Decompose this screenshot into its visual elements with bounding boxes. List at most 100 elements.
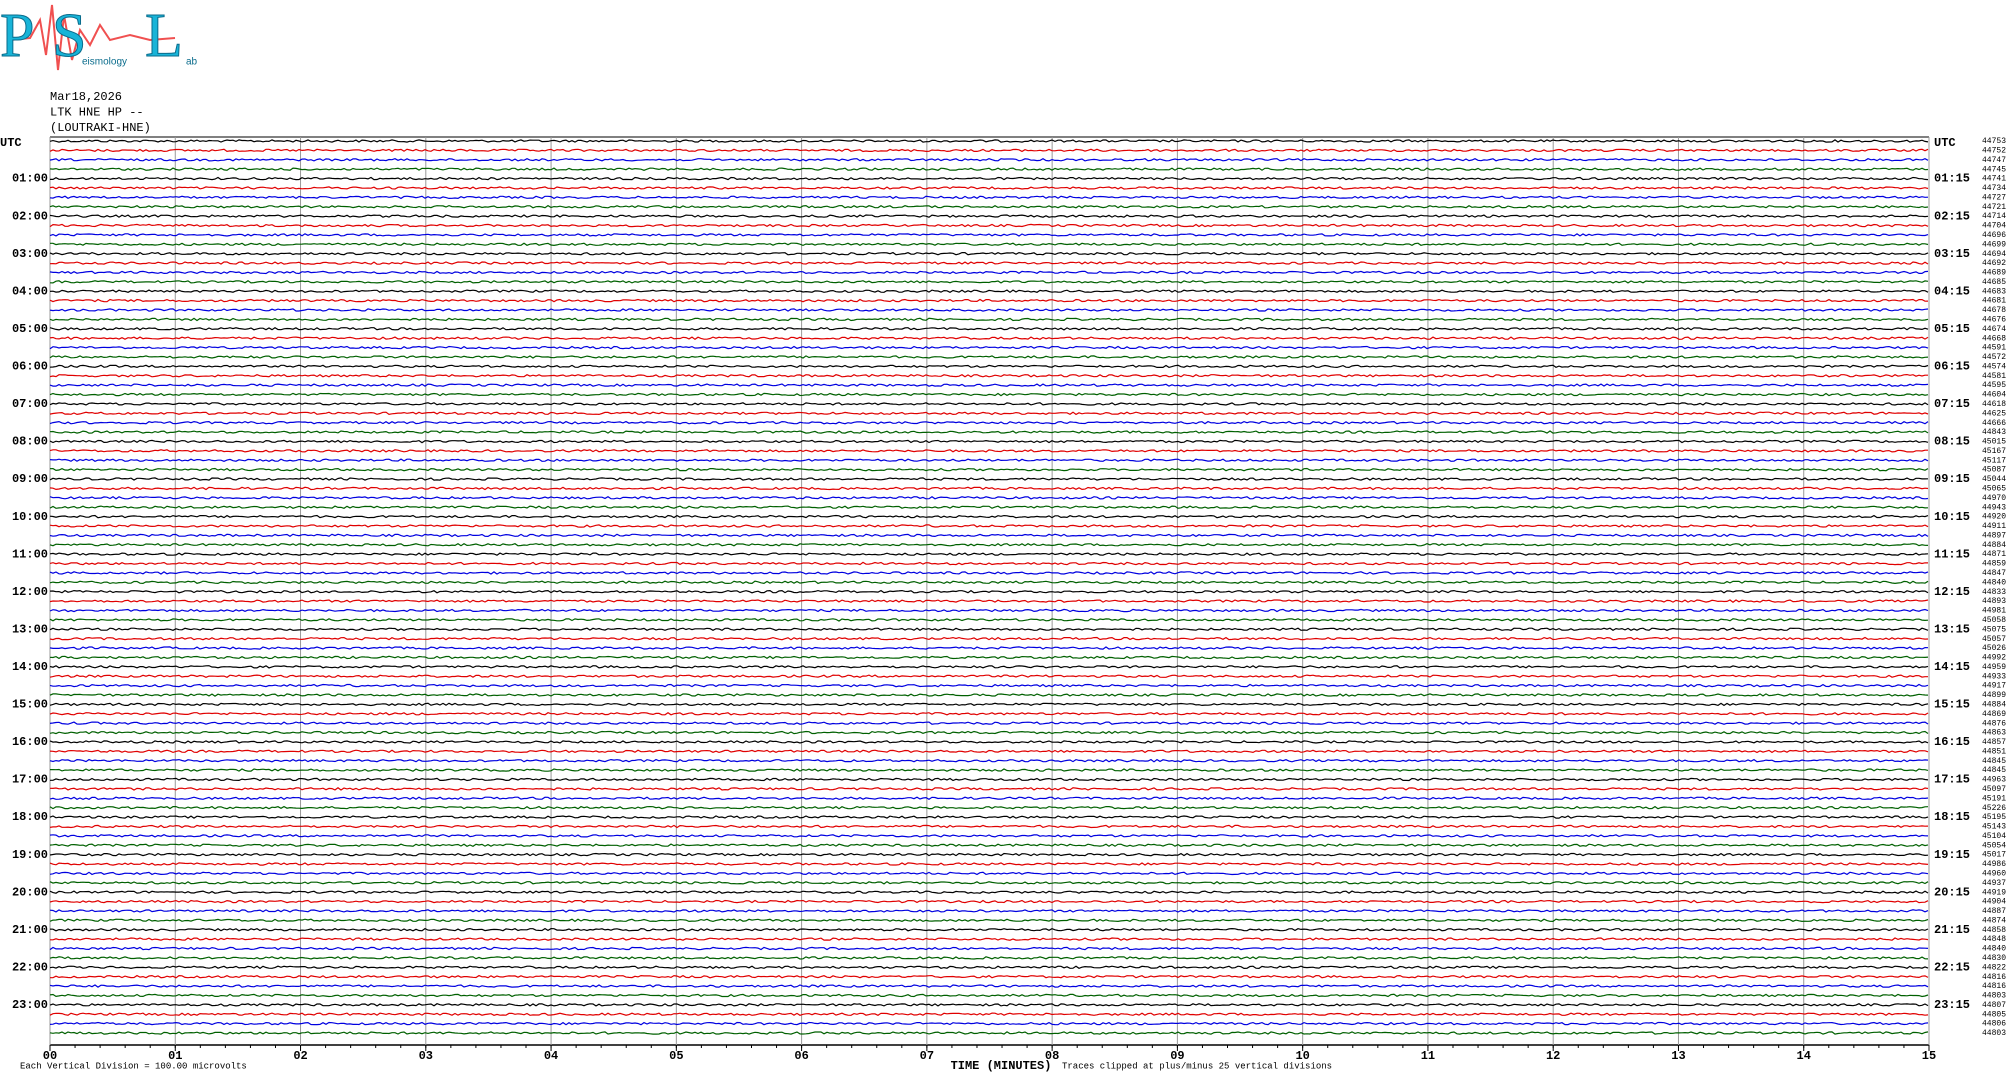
left-time-label: 16:00 <box>12 735 48 749</box>
x-tick-label: 04 <box>544 1049 558 1063</box>
x-tick-label: 02 <box>293 1049 307 1063</box>
trace <box>49 571 1929 575</box>
right-time-label: 14:15 <box>1934 660 1970 674</box>
left-time-label: 18:00 <box>12 810 48 824</box>
logo-letter: L <box>145 2 183 70</box>
trace-offset: 44696 <box>1982 231 2006 240</box>
trace <box>49 139 1929 143</box>
trace <box>50 176 1929 181</box>
trace-offset: 44721 <box>1982 203 2006 212</box>
trace-offset: 44887 <box>1982 907 2006 916</box>
right-time-label: 03:15 <box>1934 247 1970 261</box>
trace <box>49 411 1929 416</box>
trace-offset: 44847 <box>1982 569 2006 578</box>
trace <box>49 233 1929 237</box>
trace-offset: 44681 <box>1982 297 2006 306</box>
trace-offset: 44871 <box>1982 550 2006 559</box>
trace <box>49 251 1929 256</box>
header-line: LTK HNE HP -- <box>50 106 144 120</box>
trace <box>49 693 1929 697</box>
right-time-label: 02:15 <box>1934 209 1970 223</box>
trace-offset: 44874 <box>1982 916 2006 925</box>
trace <box>49 711 1929 716</box>
trace-offset: 44747 <box>1982 156 2006 165</box>
trace-offset: 45167 <box>1982 447 2006 456</box>
header-line: (LOUTRAKI-HNE) <box>50 121 151 135</box>
trace <box>49 627 1929 632</box>
trace-offset: 45087 <box>1982 466 2006 475</box>
trace <box>49 787 1929 791</box>
trace-offset: 44857 <box>1982 738 2006 747</box>
trace <box>49 946 1929 951</box>
trace-offset: 45117 <box>1982 456 2006 465</box>
trace-offset: 45015 <box>1982 438 2006 447</box>
trace-offset: 45058 <box>1982 616 2006 625</box>
trace-offset: 45097 <box>1982 785 2006 794</box>
trace <box>49 862 1929 866</box>
trace-offset: 44734 <box>1982 184 2006 193</box>
right-time-label: UTC <box>1934 136 1956 150</box>
trace <box>49 186 1929 190</box>
right-time-label: 18:15 <box>1934 810 1970 824</box>
right-time-label: 17:15 <box>1934 773 1970 787</box>
trace <box>49 899 1929 904</box>
trace-offset: 44727 <box>1982 193 2006 202</box>
trace-offset: 44806 <box>1982 1020 2006 1029</box>
trace <box>49 749 1929 754</box>
right-time-label: 23:15 <box>1934 998 1970 1012</box>
x-tick-label: 05 <box>669 1049 683 1063</box>
left-time-label: 01:00 <box>12 172 48 186</box>
trace <box>49 824 1929 829</box>
trace <box>49 993 1929 998</box>
trace <box>49 890 1929 894</box>
trace-offset: 44937 <box>1982 879 2006 888</box>
trace-offset: 44745 <box>1982 165 2006 174</box>
left-time-label: 23:00 <box>12 998 48 1012</box>
trace <box>49 580 1929 585</box>
trace-offset: 45075 <box>1982 625 2006 634</box>
right-time-label: 01:15 <box>1934 172 1970 186</box>
trace-offset: 44981 <box>1982 607 2006 616</box>
trace-offset: 44963 <box>1982 776 2006 785</box>
trace-offset: 44753 <box>1982 137 2006 146</box>
trace <box>49 927 1929 932</box>
trace <box>49 533 1929 538</box>
trace <box>49 402 1929 406</box>
right-time-label: 20:15 <box>1934 885 1970 899</box>
trace <box>49 495 1929 500</box>
logo-wave <box>9 4 176 71</box>
trace-offset: 44897 <box>1982 531 2006 540</box>
trace <box>49 683 1929 688</box>
trace-offset: 44845 <box>1982 766 2006 775</box>
trace <box>49 880 1929 885</box>
right-time-label: 21:15 <box>1934 923 1970 937</box>
left-time-label: 08:00 <box>12 435 48 449</box>
x-tick-label: 00 <box>43 1049 57 1063</box>
x-tick-label: 15 <box>1922 1049 1936 1063</box>
trace <box>49 665 1929 669</box>
trace-offset: 44845 <box>1982 757 2006 766</box>
trace <box>49 702 1929 707</box>
trace <box>50 242 1929 247</box>
left-time-label: 22:00 <box>12 960 48 974</box>
trace-offset: 44581 <box>1982 372 2006 381</box>
trace <box>49 308 1929 312</box>
trace <box>49 1021 1929 1026</box>
trace-offset: 44816 <box>1982 973 2006 982</box>
logo-letter: S <box>52 2 86 70</box>
x-tick-label: 03 <box>419 1049 433 1063</box>
trace <box>49 655 1929 660</box>
trace-offset: 44822 <box>1982 963 2006 972</box>
trace <box>49 458 1929 462</box>
trace-offset: 44694 <box>1982 250 2006 259</box>
trace-offset: 44618 <box>1982 400 2006 409</box>
right-time-label: 19:15 <box>1934 848 1970 862</box>
trace-offset: 44689 <box>1982 269 2006 278</box>
trace-offset: 44911 <box>1982 522 2006 531</box>
trace <box>49 552 1929 556</box>
trace <box>49 608 1929 613</box>
trace <box>49 618 1929 622</box>
trace <box>49 289 1929 294</box>
trace <box>49 195 1929 200</box>
